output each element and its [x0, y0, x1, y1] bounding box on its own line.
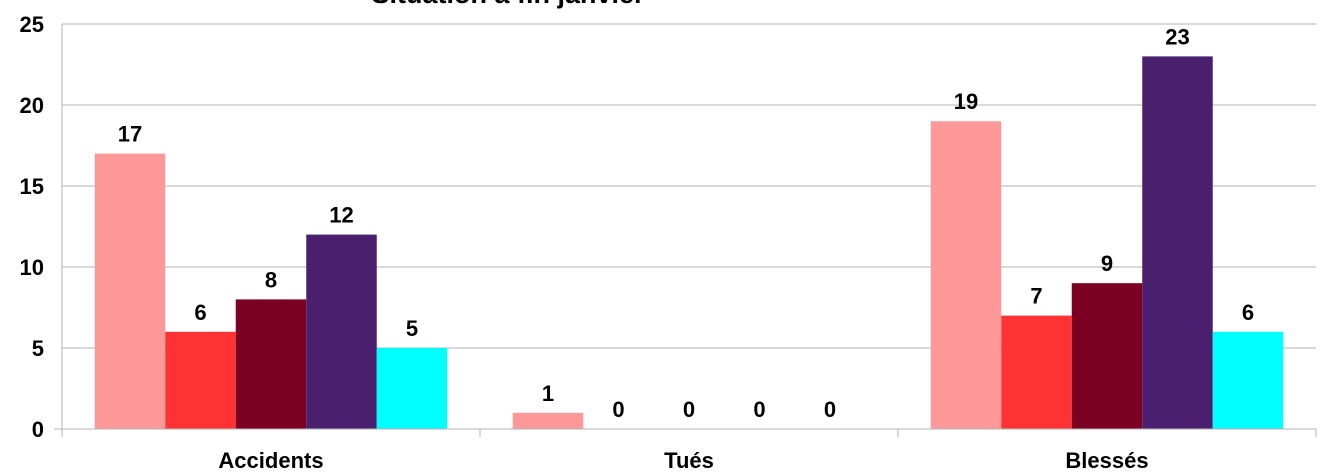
data-label: 19: [954, 89, 978, 114]
data-label: 0: [753, 397, 765, 422]
bar: [94, 153, 166, 429]
bars: [94, 56, 1284, 430]
data-label: 12: [329, 203, 353, 228]
data-label: 17: [118, 122, 142, 147]
y-tick-label: 15: [20, 174, 44, 199]
data-label: 1: [542, 381, 554, 406]
data-label: 0: [683, 397, 695, 422]
bar: [1001, 315, 1072, 429]
data-label: 6: [194, 300, 206, 325]
bar: [1142, 56, 1213, 430]
data-labels: 17 6 8 12 5 1 0 0 0 0 19 7 9 23 6: [118, 24, 1254, 422]
data-label: 7: [1030, 284, 1042, 309]
x-category-label: Accidents: [218, 448, 323, 473]
x-category-label: Blessés: [1065, 448, 1148, 473]
data-label: 8: [265, 267, 277, 292]
bar: [165, 331, 236, 429]
data-label: 6: [1242, 300, 1254, 325]
chart-title: Situation à fin janvier: [371, 0, 645, 9]
data-label: 0: [612, 397, 624, 422]
bar: [930, 121, 1002, 429]
bar: [512, 412, 584, 429]
data-label: 0: [824, 397, 836, 422]
x-category-label: Tués: [664, 448, 714, 473]
data-label: 23: [1165, 24, 1189, 49]
y-tick-label: 0: [32, 417, 44, 442]
bar: [306, 234, 377, 429]
data-label: 5: [406, 316, 418, 341]
bar: [235, 299, 307, 429]
y-tick-label: 25: [20, 12, 44, 37]
bar: [1071, 283, 1143, 429]
bar: [376, 348, 448, 429]
bar: [1212, 331, 1284, 429]
data-label: 9: [1101, 251, 1113, 276]
y-tick-label: 5: [32, 336, 44, 361]
y-tick-label: 10: [20, 255, 44, 280]
y-tick-label: 20: [20, 93, 44, 118]
